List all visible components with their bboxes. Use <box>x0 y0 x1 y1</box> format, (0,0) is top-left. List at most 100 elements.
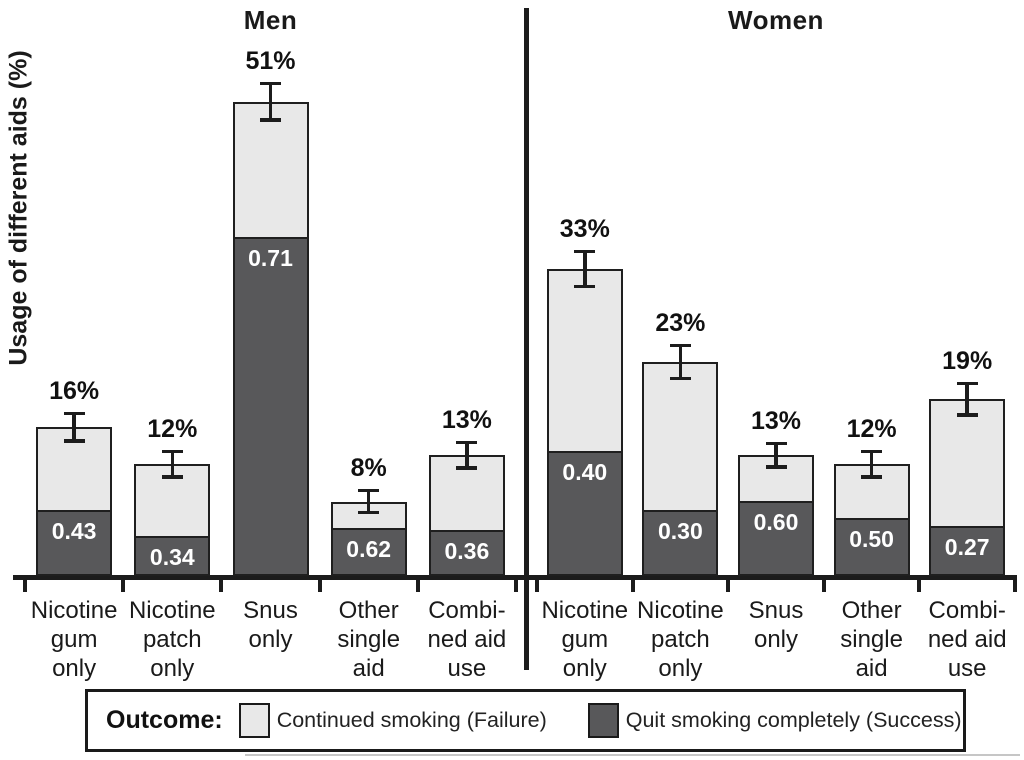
bar-segment-success-men-nicotine-gum-only <box>38 509 111 574</box>
x-axis-tick <box>726 575 731 592</box>
error-bar-men-other-single-aid <box>366 490 371 513</box>
usage-percent-label-men-nicotine-gum-only: 16% <box>49 377 100 406</box>
legend-title: Outcome: <box>106 706 223 734</box>
success-value-label-women-other-single-aid: 0.50 <box>849 526 894 552</box>
bar-men-snus-only <box>232 101 309 576</box>
error-bar-cap-bottom <box>456 466 478 470</box>
error-bar-cap-bottom <box>63 439 85 443</box>
bar-women-combined-aid-use <box>929 399 1006 576</box>
usage-percent-label-men-combined-aid-use: 13% <box>441 406 492 435</box>
x-axis-tick <box>121 575 126 592</box>
error-bar-cap-bottom <box>260 118 281 122</box>
bar-women-other-single-aid <box>833 464 910 576</box>
bar-segment-success-men-nicotine-patch-only <box>136 535 209 574</box>
error-bar-cap-bottom <box>574 284 596 289</box>
x-axis-tick <box>23 575 27 592</box>
success-value-label-women-snus-only: 0.60 <box>753 509 799 535</box>
category-label-women-nicotine-patch-only: Nicotine patch only <box>637 597 724 682</box>
error-bar-cap-top <box>456 440 478 445</box>
y-axis-label: Usage of different aids (%) <box>4 50 33 366</box>
error-bar-women-snus-only <box>774 443 778 468</box>
success-value-label-women-nicotine-gum-only: 0.40 <box>562 459 608 485</box>
success-value-label-men-nicotine-patch-only: 0.34 <box>149 544 195 570</box>
usage-percent-label-men-other-single-aid: 8% <box>350 454 387 483</box>
legend-label-success: Quit smoking completely (Success) <box>625 708 962 732</box>
panel-title-men: Men <box>243 5 298 35</box>
error-bar-cap-top <box>161 449 183 454</box>
bar-segment-success-men-combined-aid-use <box>430 529 503 574</box>
usage-percent-label-men-snus-only: 51% <box>245 47 296 76</box>
x-axis-tick <box>317 575 322 592</box>
bar-segment-success-women-nicotine-gum-only <box>548 450 621 574</box>
usage-percent-label-women-nicotine-gum-only: 33% <box>559 215 610 244</box>
x-axis-tick <box>415 575 420 592</box>
panel-divider-line <box>524 8 529 670</box>
success-value-label-men-other-single-aid: 0.62 <box>346 536 392 562</box>
category-label-men-other-single-aid: Other single aid <box>337 597 401 682</box>
usage-percent-label-women-nicotine-patch-only: 23% <box>655 309 706 338</box>
error-bar-cap-top <box>574 249 596 254</box>
error-bar-men-nicotine-patch-only <box>170 451 175 478</box>
bar-segment-success-men-snus-only <box>234 236 307 574</box>
success-value-label-men-snus-only: 0.71 <box>248 245 293 271</box>
error-bar-cap-bottom <box>669 376 691 381</box>
error-bar-women-other-single-aid <box>869 451 874 478</box>
category-label-women-combined-aid-use: Combi- ned aid use <box>927 597 1007 682</box>
legend-swatch-success <box>587 703 619 738</box>
error-bar-cap-top <box>669 343 691 348</box>
bar-men-nicotine-patch-only <box>134 464 211 576</box>
error-bar-men-combined-aid-use <box>465 442 469 469</box>
bar-segment-success-women-snus-only <box>740 500 812 574</box>
category-label-women-other-single-aid: Other single aid <box>840 597 903 682</box>
error-bar-cap-top <box>956 381 978 386</box>
success-value-label-women-nicotine-patch-only: 0.30 <box>658 518 703 544</box>
figure-bottom-rule <box>245 754 1020 756</box>
error-bar-cap-top <box>63 411 85 416</box>
success-value-label-women-combined-aid-use: 0.27 <box>944 534 990 560</box>
bar-women-nicotine-patch-only <box>642 362 719 576</box>
error-bar-cap-bottom <box>358 510 380 515</box>
error-bar-cap-bottom <box>956 413 978 417</box>
success-value-label-men-nicotine-gum-only: 0.43 <box>51 518 97 544</box>
error-bar-cap-bottom <box>861 475 883 479</box>
bar-segment-success-women-other-single-aid <box>835 517 908 574</box>
success-value-label-men-combined-aid-use: 0.36 <box>444 538 490 564</box>
error-bar-women-combined-aid-use <box>965 383 969 416</box>
category-label-men-snus-only: Snus only <box>243 597 298 653</box>
bar-women-nicotine-gum-only <box>546 269 623 576</box>
bar-segment-success-men-other-single-aid <box>332 527 405 574</box>
legend-swatch-failure <box>238 703 270 738</box>
x-axis-tick <box>821 575 826 592</box>
error-bar-cap-top <box>358 488 380 493</box>
x-axis-tick <box>219 575 224 592</box>
bar-segment-success-women-combined-aid-use <box>931 525 1004 574</box>
x-axis-tick <box>1013 575 1017 592</box>
error-bar-cap-top <box>765 441 787 445</box>
x-axis-tick <box>535 575 539 592</box>
x-axis-tick <box>514 575 518 592</box>
usage-percent-label-women-combined-aid-use: 19% <box>942 347 993 376</box>
bar-segment-success-women-nicotine-patch-only <box>644 509 717 574</box>
error-bar-women-nicotine-patch-only <box>678 345 683 379</box>
usage-percent-label-women-snus-only: 13% <box>750 407 802 435</box>
panel-title-women: Women <box>728 5 824 35</box>
error-bar-cap-top <box>861 449 883 454</box>
error-bar-cap-top <box>260 81 281 86</box>
category-label-women-nicotine-gum-only: Nicotine gum only <box>541 597 629 682</box>
category-label-men-nicotine-gum-only: Nicotine gum only <box>30 597 118 682</box>
error-bar-cap-bottom <box>765 465 787 469</box>
usage-percent-label-men-nicotine-patch-only: 12% <box>147 415 198 444</box>
error-bar-men-nicotine-gum-only <box>72 413 76 442</box>
legend-label-failure: Continued smoking (Failure) <box>276 708 547 732</box>
error-bar-cap-bottom <box>161 475 183 479</box>
bar-men-nicotine-gum-only <box>36 427 113 576</box>
bar-women-snus-only <box>738 455 814 576</box>
x-axis-tick <box>917 575 922 592</box>
x-axis-tick <box>630 575 635 592</box>
legend: Outcome: Continued smoking (Failure) Qui… <box>85 689 966 752</box>
category-label-women-snus-only: Snus only <box>748 597 804 653</box>
usage-percent-label-women-other-single-aid: 12% <box>846 415 897 444</box>
category-label-men-nicotine-patch-only: Nicotine patch only <box>128 597 216 682</box>
bar-men-combined-aid-use <box>428 455 505 576</box>
